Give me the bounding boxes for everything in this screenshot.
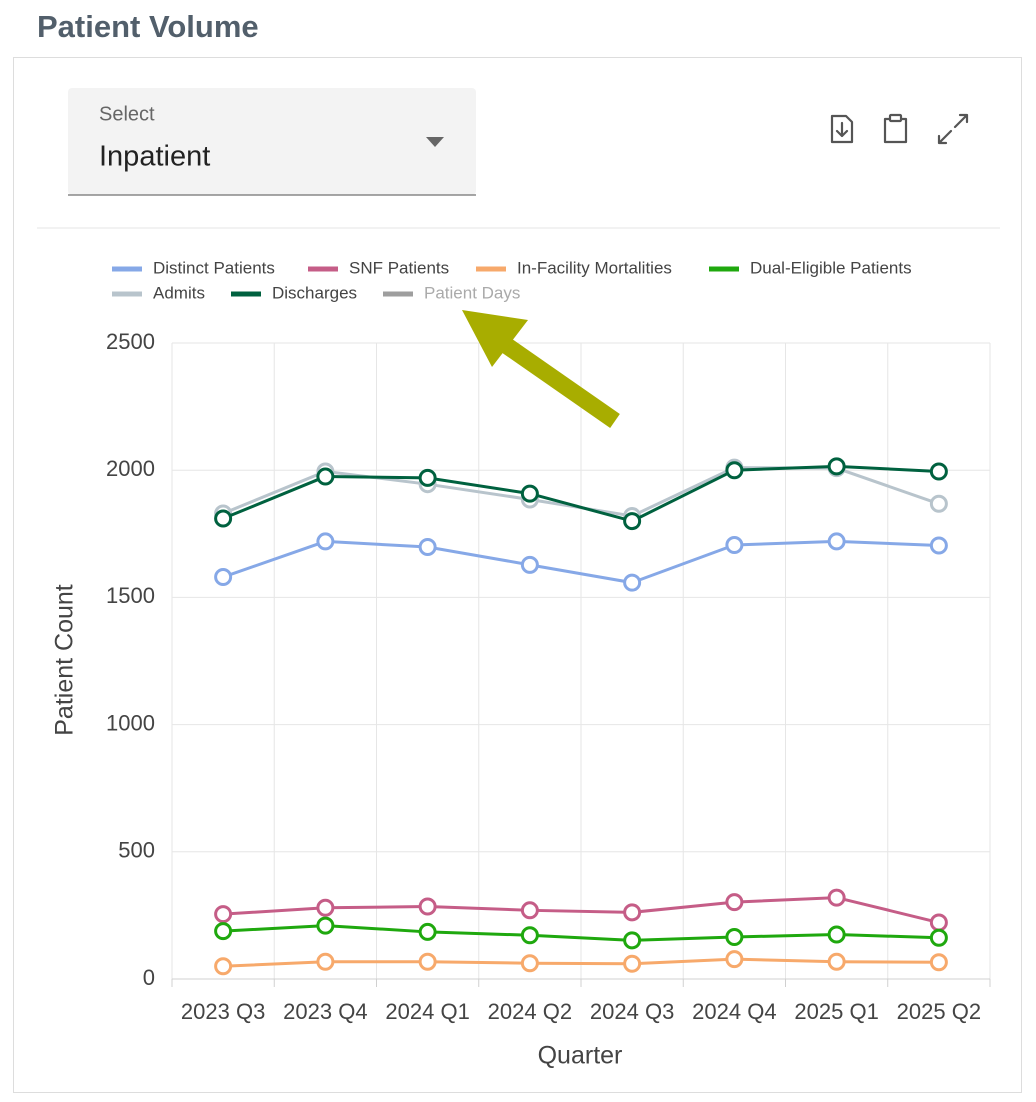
data-point	[520, 954, 539, 973]
data-point	[316, 467, 335, 486]
y-axis-title: Patient Count	[51, 584, 79, 736]
y-tick-label: 1000	[106, 710, 155, 735]
data-point	[520, 901, 539, 920]
data-point	[827, 888, 846, 907]
arrow-shaft	[485, 327, 620, 428]
series-line	[223, 896, 940, 924]
data-point	[827, 925, 846, 944]
data-point	[929, 462, 948, 481]
page-title: Patient Volume	[37, 9, 259, 44]
data-point	[725, 535, 744, 554]
data-point	[725, 893, 744, 912]
data-point	[929, 536, 948, 555]
series-line	[222, 464, 939, 523]
data-point	[929, 953, 948, 972]
select-label: Select	[99, 103, 155, 125]
data-point	[623, 903, 642, 922]
series-line	[223, 924, 939, 942]
y-tick-label: 0	[143, 965, 155, 990]
data-point	[725, 461, 744, 480]
data-point	[418, 952, 437, 971]
data-point	[418, 468, 437, 487]
x-tick-label: 2024 Q4	[692, 999, 776, 1024]
expand-icon[interactable]	[937, 113, 969, 145]
data-point	[418, 897, 437, 916]
data-point	[520, 555, 539, 574]
x-tick-label: 2023 Q3	[181, 999, 265, 1024]
select-value: Inpatient	[99, 141, 210, 173]
data-point	[316, 952, 335, 971]
clipboard-icon[interactable]	[883, 113, 908, 144]
data-point	[418, 922, 437, 941]
data-point	[623, 512, 642, 531]
annotation-arrow	[462, 310, 620, 428]
chart: 0 500 1000 1500 2000 2500 2023 Q3 2023 Q4 2024 Q…	[51, 258, 991, 1070]
data-point	[214, 905, 233, 924]
data-point	[214, 568, 233, 587]
data-point	[827, 952, 846, 971]
x-tick-label: 2024 Q2	[488, 999, 572, 1024]
x-tick-label: 2025 Q1	[794, 999, 878, 1024]
data-point	[316, 532, 335, 551]
series-line	[223, 957, 939, 968]
y-tick-label: 2000	[106, 456, 155, 481]
data-point	[520, 484, 539, 503]
x-tick-label: 2025 Q2	[897, 999, 981, 1024]
data-point	[214, 922, 233, 941]
select[interactable]: Select Inpatient	[68, 88, 476, 196]
x-tick-label: 2024 Q1	[385, 999, 469, 1024]
data-point	[827, 457, 846, 476]
legend-label: In-Facility Mortalities	[517, 258, 672, 277]
data-point	[929, 928, 948, 947]
card	[13, 57, 1022, 1093]
x-tick-label: 2024 Q3	[590, 999, 674, 1024]
data-point	[214, 957, 233, 976]
legend-label: Patient Days	[424, 283, 520, 302]
legend-label: SNF Patients	[349, 258, 449, 277]
series-line	[222, 539, 939, 585]
data-point	[623, 954, 642, 973]
data-point	[929, 494, 948, 513]
select-box[interactable]	[68, 88, 476, 195]
x-tick-label: 2023 Q4	[283, 999, 367, 1024]
x-axis-title: Quarter	[538, 1042, 623, 1070]
y-tick-label: 1500	[106, 583, 155, 608]
legend-label: Dual-Eligible Patients	[750, 258, 912, 277]
data-point	[316, 898, 335, 917]
download-icon[interactable]	[830, 114, 854, 144]
dropdown-arrow	[426, 137, 444, 147]
data-point	[520, 926, 539, 945]
data-point	[214, 509, 233, 528]
data-point	[623, 931, 642, 950]
legend-label: Distinct Patients	[153, 258, 275, 277]
data-point	[418, 538, 437, 557]
data-point	[725, 950, 744, 969]
y-tick-label: 2500	[106, 329, 155, 354]
data-point	[929, 913, 948, 932]
legend-label: Admits	[153, 283, 205, 302]
arrow-head	[462, 310, 528, 367]
data-point	[725, 928, 744, 947]
data-point	[623, 573, 642, 592]
data-point	[316, 916, 335, 935]
data-point	[827, 532, 846, 551]
y-tick-label: 500	[118, 838, 155, 863]
legend-label: Discharges	[272, 283, 357, 302]
